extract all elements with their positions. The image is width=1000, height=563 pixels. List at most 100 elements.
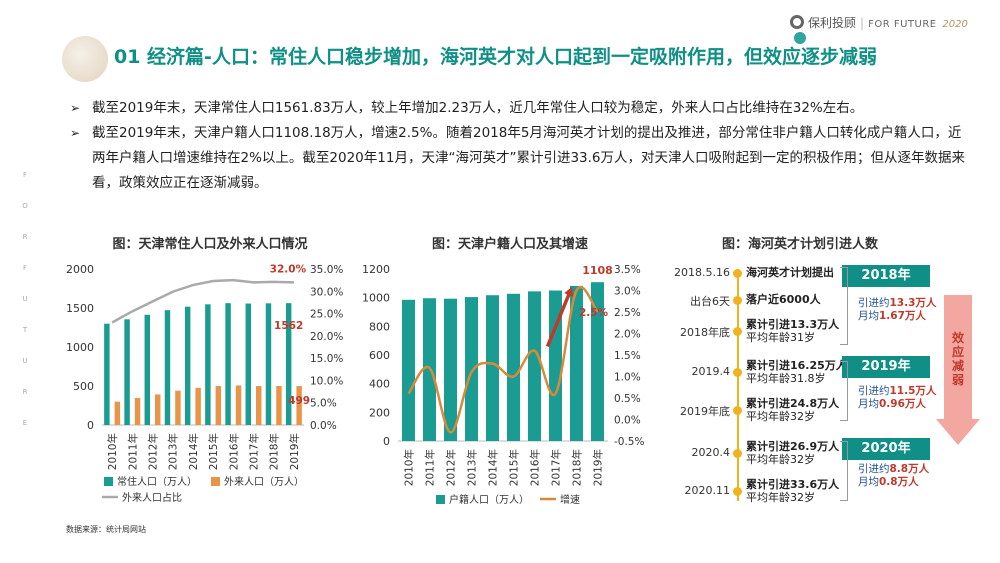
y-left-tick-label: 200 (369, 406, 390, 419)
bar (256, 386, 262, 425)
brand-name: 保利 (808, 16, 833, 30)
year-summary: 引进约11.5万人 月均0.96万人 (858, 385, 936, 411)
timeline: 2018.5.16 海河英才计划提出 出台6天 落户近6000人 2018年底 累计引进1… (648, 255, 988, 515)
bar (245, 303, 251, 425)
bar (205, 304, 211, 425)
y-left-tick-label: 600 (369, 349, 390, 362)
chart1-svg: 0 500 1000 1500 2000 0.0% 5.0% 10.0% 15.0% 20.0% 2… (66, 263, 343, 504)
x-tick-label: 2015年 (508, 449, 521, 486)
bar-data-label: 1562 (274, 320, 303, 332)
side-letter: E (22, 419, 28, 427)
x-tick-label: 2011年 (424, 449, 437, 486)
line-data-label: 32.0% (270, 263, 307, 275)
year-monthly-prefix: 月均 (858, 398, 879, 410)
legend-label: 增速 (560, 493, 580, 506)
timeline-axis (737, 269, 739, 501)
legend-swatch (436, 495, 445, 504)
timeline-date: 2019.4 (691, 365, 731, 378)
bar (134, 398, 141, 425)
year-badge: 2018年 (842, 265, 930, 287)
timeline-title: 图：海河英才计划引进人数 (721, 237, 878, 252)
timeline-event-text: 累计引进16.25万人 (746, 359, 847, 372)
bar (175, 390, 181, 425)
side-letter: U (22, 357, 28, 365)
year-intro-prefix: 引进约 (858, 463, 890, 475)
y-right-tick-label: 15.0% (310, 353, 343, 365)
x-tick-label: 2010年 (403, 449, 416, 486)
chart2-svg: 0 200 400 600 800 1000 1200 -0.5% 0.0% 0.5% 1.0% 1.… (362, 263, 644, 506)
brand-logo: 保利投顾 | FOR FUTURE 2020 (790, 14, 980, 44)
legend-swatch (104, 477, 113, 486)
bar (485, 295, 500, 441)
bar (144, 314, 150, 425)
bar (265, 303, 272, 425)
timeline-event-text: 累计引进13.3万人 (746, 318, 840, 331)
side-letter: O (22, 202, 28, 210)
bar (164, 310, 171, 425)
brand-sub: 投顾 (832, 16, 857, 30)
y-left-tick-label: 0 (87, 419, 94, 432)
y-right-tick-label: -0.5% (614, 436, 644, 448)
chart1-title: 图：天津常住人口及外来人口情况 (112, 237, 308, 252)
timeline-event: 落户近6000人 (746, 293, 821, 306)
bullet-list: ➢ 截至2019年末，天津常住人口1561.83万人，较上年增加2.23万人，近… (70, 96, 970, 196)
line-data-label: 2.5% (579, 307, 609, 319)
x-tick-label: 2017年 (248, 433, 261, 470)
year-monthly: 月均1.67万人 (858, 310, 936, 323)
trend-arrow-shaft (545, 289, 573, 348)
timeline-event-sub: 平均年龄31.8岁 (746, 372, 826, 385)
year-badge: 2019年 (842, 356, 930, 378)
x-tick-label: 2013年 (167, 433, 180, 470)
bar (225, 303, 231, 425)
y-left-tick-label: 1500 (66, 302, 94, 315)
bar (296, 386, 302, 425)
year-summary: 引进约8.8万人 月均0.8万人 (858, 463, 929, 489)
timeline-event: 累计引进33.6万人 平均年龄32岁 (746, 478, 839, 504)
year-intro: 引进约8.8万人 (858, 463, 929, 476)
x-tick-label: 2016年 (529, 449, 542, 486)
title-bar: 01 经济篇-人口：常住人口稳步增加，海河英才对人口起到一定吸附作用，但效应逐步… (62, 36, 962, 82)
timeline-dot (733, 296, 742, 305)
legend-label: 外来人口（万人） (224, 476, 304, 488)
y-right-tick-label: 3.5% (614, 264, 641, 276)
timeline-event-sub: 平均年龄32岁 (746, 491, 815, 504)
y-right-tick-label: 3.0% (614, 286, 641, 298)
year-monthly-value: 0.96万人 (879, 398, 926, 410)
timeline-event-sub: 平均年龄32岁 (746, 410, 815, 423)
series-line (111, 278, 294, 324)
timeline-dot (733, 406, 742, 415)
y-right-tick-label: 1.5% (614, 350, 641, 362)
bar (548, 290, 563, 441)
x-tick-label: 2012年 (445, 449, 458, 486)
timeline-event-text: 海河英才计划提出 (746, 266, 834, 279)
timeline-event: 海河英才计划提出 (746, 266, 834, 279)
y-right-tick-label: 20.0% (310, 331, 343, 343)
bullet-item: ➢ 截至2019年末，天津户籍人口1108.18万人，增速2.5%。随着2018… (70, 121, 970, 196)
year-bracket (840, 441, 848, 501)
bar (464, 297, 479, 441)
trend-arrow-head (564, 286, 574, 297)
brand-year: 2020 (942, 19, 968, 30)
y-right-tick-label: 5.0% (310, 398, 337, 410)
bar (527, 291, 542, 441)
y-right-tick-label: 2.5% (614, 307, 641, 319)
bar (215, 386, 222, 425)
bullet-item: ➢ 截至2019年末，天津常住人口1561.83万人，较上年增加2.23万人，近… (70, 96, 970, 121)
timeline-date: 2019年底 (680, 405, 730, 418)
bar (506, 293, 521, 441)
year-intro: 引进约13.3万人 (858, 297, 936, 310)
legend-swatch (211, 477, 220, 486)
year-bracket (840, 267, 848, 345)
x-tick-label: 2013年 (466, 449, 479, 486)
timeline-event-text: 累计引进26.9万人 (746, 440, 840, 453)
y-right-tick-label: 25.0% (310, 309, 343, 321)
side-letter: F (22, 171, 28, 179)
year-intro: 引进约11.5万人 (858, 385, 936, 398)
bar (569, 285, 584, 441)
x-tick-label: 2010年 (106, 433, 119, 470)
y-left-tick-label: 500 (73, 380, 94, 393)
bar (184, 306, 191, 425)
bar-data-label: 499 (288, 395, 310, 407)
y-right-tick-label: 0.0% (614, 415, 641, 427)
poly-logo-icon (790, 15, 804, 29)
